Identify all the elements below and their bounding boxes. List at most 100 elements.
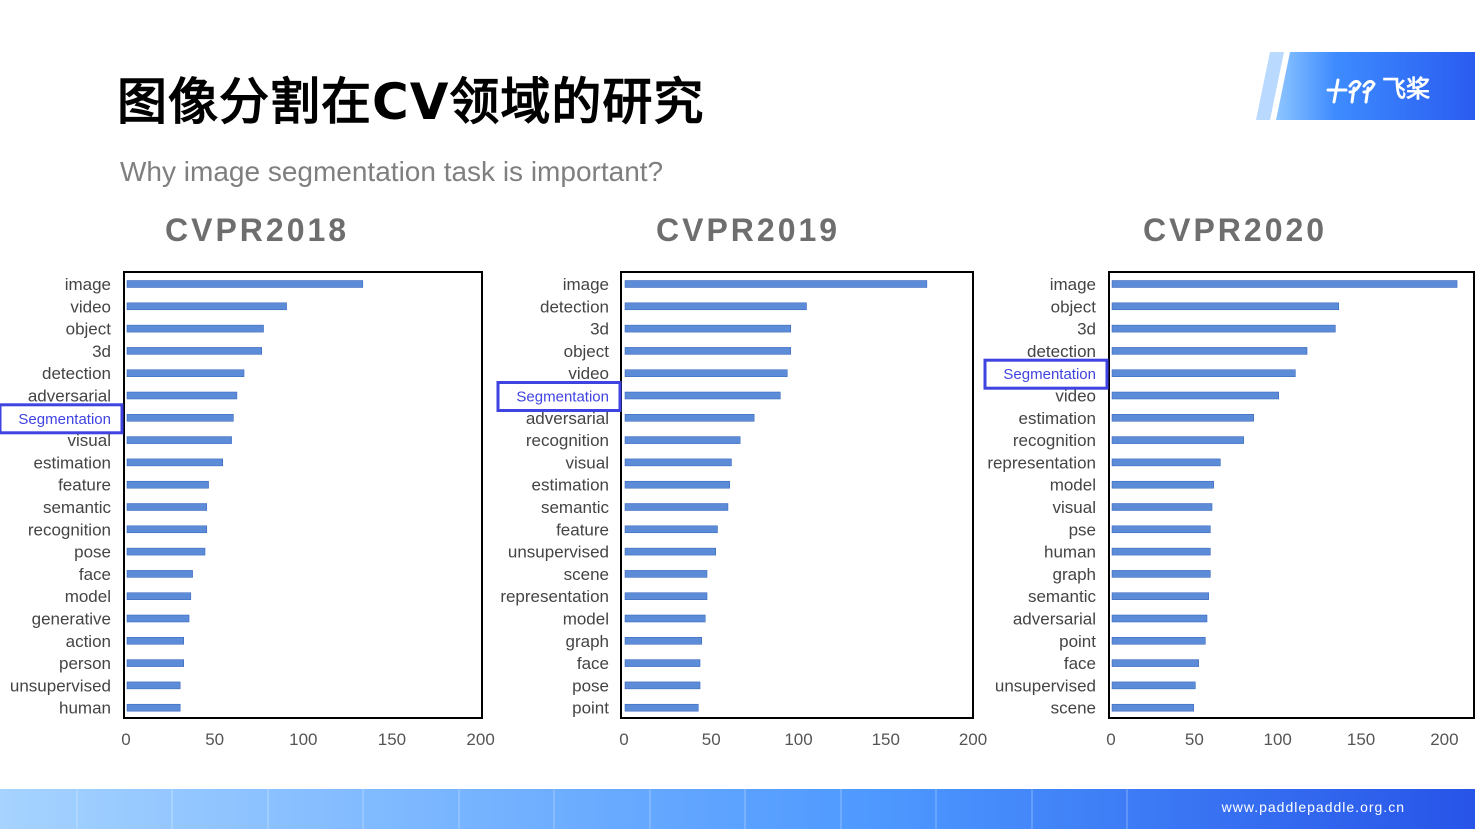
x-tick-2018-0: 0 <box>121 730 130 749</box>
category-label-2020-scene: scene <box>1051 699 1096 718</box>
segmentation-highlight-box-2019 <box>496 381 622 412</box>
bar-2018-face <box>126 570 193 578</box>
bar-2019-feature <box>624 525 718 534</box>
category-label-2020-unsupervised: unsupervised <box>995 676 1096 695</box>
bar-2020-model <box>1111 480 1214 489</box>
category-label-2020-semantic: semantic <box>1028 587 1097 606</box>
category-label-2018-model: model <box>65 587 111 606</box>
logo-text: 飞桨 <box>1382 75 1431 103</box>
bar-2020-representation <box>1111 458 1221 467</box>
chart-frame-2019 <box>620 271 974 719</box>
bar-2020-video <box>1111 391 1279 400</box>
chart-frame-2020 <box>1108 271 1475 719</box>
category-label-2020-visual: visual <box>1053 498 1096 517</box>
category-label-2020-video: video <box>1055 387 1096 406</box>
category-label-2019-feature: feature <box>556 520 609 539</box>
category-label-2019-3d: 3d <box>590 320 609 339</box>
x-tick-2020-0: 0 <box>1106 730 1115 749</box>
category-label-2019-estimation: estimation <box>532 476 609 495</box>
page-subtitle: Why image segmentation task is important… <box>120 156 664 187</box>
bar-2020-object <box>1111 302 1339 311</box>
category-label-2018-unsupervised: unsupervised <box>10 676 111 695</box>
category-label-2018-semantic: semantic <box>43 498 112 517</box>
bar-2020-visual <box>1111 503 1213 511</box>
bar-2020-detection <box>1111 347 1308 355</box>
bar-2019-video <box>624 369 788 377</box>
logo-banner-icon: 飞桨 <box>1256 52 1475 120</box>
category-label-2020-face: face <box>1064 654 1096 673</box>
bar-2019-model <box>624 614 706 623</box>
category-label-2019-face: face <box>577 654 609 673</box>
footer-url[interactable]: www.paddlepaddle.org.cn <box>1221 799 1405 815</box>
bar-2018-generative <box>126 614 190 623</box>
bar-2019-representation <box>624 592 708 600</box>
x-tick-2020-100: 100 <box>1264 730 1292 749</box>
bar-2019-unsupervised <box>624 547 716 556</box>
category-label-2019-pose: pose <box>572 676 609 695</box>
category-label-2020-pse: pse <box>1069 520 1096 539</box>
category-label-2020-object: object <box>1051 297 1097 316</box>
bar-2019-face <box>624 659 701 667</box>
bar-2019-point <box>624 703 699 712</box>
category-label-2018-image: image <box>65 275 111 294</box>
category-label-2018-recognition: recognition <box>28 520 111 539</box>
bar-2018-unsupervised <box>126 681 181 690</box>
category-label-2019-recognition: recognition <box>526 431 609 450</box>
bar-2019-object <box>624 347 792 355</box>
category-label-2018-face: face <box>79 565 111 584</box>
category-label-2018-generative: generative <box>32 610 111 629</box>
category-label-2019-object: object <box>564 342 610 361</box>
category-label-2018-video: video <box>70 297 111 316</box>
category-label-2020-adversarial: adversarial <box>1013 610 1096 629</box>
category-label-2018-human: human <box>59 699 111 718</box>
category-label-2018-action: action <box>66 632 111 651</box>
bar-2018-semantic <box>126 503 208 511</box>
category-label-2020-3d: 3d <box>1077 320 1096 339</box>
category-label-2019-model: model <box>563 610 609 629</box>
category-label-2019-unsupervised: unsupervised <box>508 543 609 562</box>
bar-2019-3d <box>624 324 792 333</box>
category-label-2019-adversarial: adversarial <box>526 409 609 428</box>
x-tick-2020-200: 200 <box>1430 730 1458 749</box>
bar-2018-object <box>126 324 264 333</box>
x-tick-2018-50: 50 <box>205 730 224 749</box>
category-label-2019-semantic: semantic <box>541 498 610 517</box>
bar-2020-human <box>1111 547 1211 556</box>
bar-2019-segmentation <box>624 391 781 400</box>
bar-2018-feature <box>126 480 209 489</box>
paddle-mark-icon <box>1326 78 1376 104</box>
bar-2020-estimation <box>1111 414 1254 422</box>
bar-2019-pose <box>624 681 701 690</box>
bar-2018-3d <box>126 347 262 355</box>
category-label-2018-pose: pose <box>74 543 111 562</box>
bar-2020-face <box>1111 659 1199 667</box>
category-label-2019-graph: graph <box>566 632 609 651</box>
bar-2018-estimation <box>126 458 223 467</box>
bar-2020-unsupervised <box>1111 681 1196 690</box>
category-label-2019-point: point <box>572 699 609 718</box>
bar-2019-detection <box>624 302 807 311</box>
segmentation-highlight-box-2020 <box>983 358 1109 390</box>
chart-title-2019: CVPR2019 <box>656 212 841 248</box>
bar-2020-scene <box>1111 703 1194 712</box>
x-tick-2019-0: 0 <box>619 730 628 749</box>
category-label-2019-visual: visual <box>566 453 609 472</box>
category-label-2020-detection: detection <box>1027 342 1096 361</box>
category-label-2019-segmentation: Segmentation <box>516 389 609 406</box>
bar-2019-image <box>624 280 928 288</box>
segmentation-highlight-box-2018 <box>0 403 124 435</box>
category-label-2019-scene: scene <box>564 565 609 584</box>
category-label-2018-detection: detection <box>42 364 111 383</box>
bar-2018-segmentation <box>126 414 234 422</box>
category-label-2020-human: human <box>1044 543 1096 562</box>
bar-2018-action <box>126 637 184 645</box>
category-label-2019-representation: representation <box>500 587 609 606</box>
category-label-2018-3d: 3d <box>92 342 111 361</box>
bar-2018-human <box>126 703 181 712</box>
bar-2020-semantic <box>1111 592 1209 600</box>
bar-2018-video <box>126 302 287 311</box>
chart-frame-2018 <box>123 271 483 719</box>
chart-title-2020: CVPR2020 <box>1143 212 1328 248</box>
category-label-2019-image: image <box>563 275 609 294</box>
footer-banner <box>0 789 1475 829</box>
